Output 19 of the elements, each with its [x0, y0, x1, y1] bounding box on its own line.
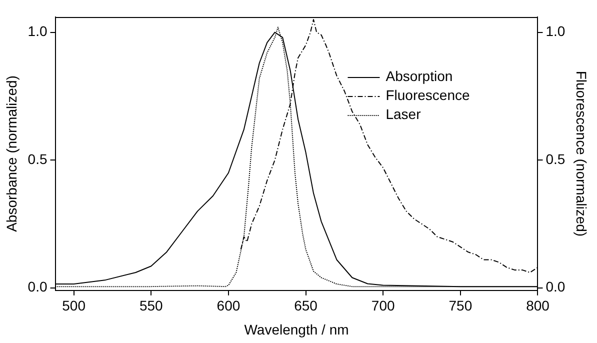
- y-axis-title: Absorbance (normalized): [3, 75, 20, 232]
- x-tick-label: 750: [448, 298, 472, 314]
- x-axis-title: Wavelength / nm: [244, 321, 349, 338]
- legend-label: Absorption: [386, 68, 453, 84]
- y-tick-label: 0.0: [28, 278, 48, 295]
- y-tick-label: 1.0: [28, 23, 48, 40]
- y2-axis-title: Fluorescence (normalized): [574, 70, 590, 237]
- y-tick-label: 0.5: [28, 150, 48, 167]
- x-tick-label: 550: [139, 298, 164, 314]
- y2-tick-label: 0.5: [546, 150, 566, 167]
- x-tick-label: 650: [294, 298, 318, 314]
- x-tick-label: 500: [62, 298, 86, 314]
- x-tick-label: 800: [526, 298, 550, 314]
- legend-label: Fluorescence: [386, 86, 470, 103]
- y2-tick-label: 1.0: [546, 23, 566, 40]
- y2-tick-label: 0.0: [546, 278, 566, 295]
- x-tick-label: 600: [216, 298, 240, 314]
- x-tick-label: 700: [371, 298, 395, 314]
- legend-label: Laser: [386, 106, 422, 122]
